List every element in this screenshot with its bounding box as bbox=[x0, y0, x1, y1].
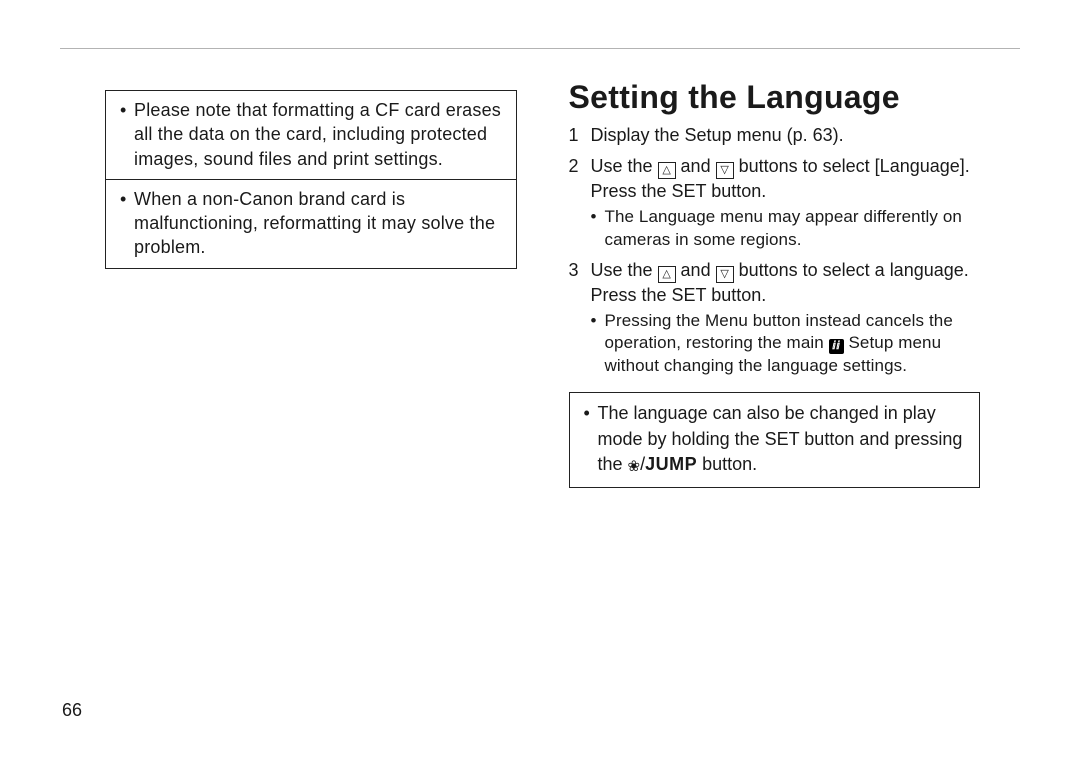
note-text-b: button. bbox=[697, 454, 757, 474]
manual-page: • Please note that formatting a CF card … bbox=[0, 0, 1080, 765]
down-triangle-icon: ▽ bbox=[716, 162, 734, 179]
warning-text: Please note that formatting a CF card er… bbox=[134, 98, 504, 171]
step-2-sub-text: The Language menu may appear differently… bbox=[605, 206, 981, 252]
macro-icon: ❀ bbox=[628, 459, 641, 474]
down-triangle-icon: ▽ bbox=[716, 266, 734, 283]
step-3: Use the △ and ▽ buttons to select a lang… bbox=[569, 258, 981, 379]
step-2-text-b: and bbox=[676, 156, 716, 176]
up-triangle-icon: △ bbox=[658, 162, 676, 179]
section-heading: Setting the Language bbox=[569, 80, 981, 115]
up-triangle-icon: △ bbox=[658, 266, 676, 283]
left-column: • Please note that formatting a CF card … bbox=[105, 90, 517, 488]
bullet-icon: • bbox=[591, 206, 605, 252]
bullet-icon: • bbox=[584, 401, 598, 477]
bullet-icon: • bbox=[591, 310, 605, 379]
step-2-text-a: Use the bbox=[591, 156, 658, 176]
bullet-icon: • bbox=[120, 187, 134, 260]
warning-box: • Please note that formatting a CF card … bbox=[105, 90, 517, 180]
bullet-icon: • bbox=[120, 98, 134, 171]
setup-icon: ⅈⅈ bbox=[829, 339, 844, 354]
language-note-box: • The language can also be changed in pl… bbox=[569, 392, 981, 488]
tip-box: • When a non-Canon brand card is malfunc… bbox=[105, 179, 517, 269]
step-3-text-a: Use the bbox=[591, 260, 658, 280]
step-1: Display the Setup menu (p. 63). bbox=[569, 123, 981, 148]
steps-list: Display the Setup menu (p. 63). Use the … bbox=[569, 123, 981, 378]
tip-text: When a non-Canon brand card is malfuncti… bbox=[134, 187, 504, 260]
step-3-sub: • Pressing the Menu button instead cance… bbox=[591, 310, 981, 379]
content-columns: • Please note that formatting a CF card … bbox=[105, 90, 980, 488]
step-2: Use the △ and ▽ buttons to select [Langu… bbox=[569, 154, 981, 252]
page-number: 66 bbox=[62, 700, 82, 721]
top-divider bbox=[60, 48, 1020, 49]
right-column: Setting the Language Display the Setup m… bbox=[569, 90, 981, 488]
step-1-text: Display the Setup menu (p. 63). bbox=[591, 123, 981, 148]
step-2-sub: • The Language menu may appear different… bbox=[591, 206, 981, 252]
jump-label: JUMP bbox=[645, 454, 697, 474]
step-3-text-b: and bbox=[676, 260, 716, 280]
